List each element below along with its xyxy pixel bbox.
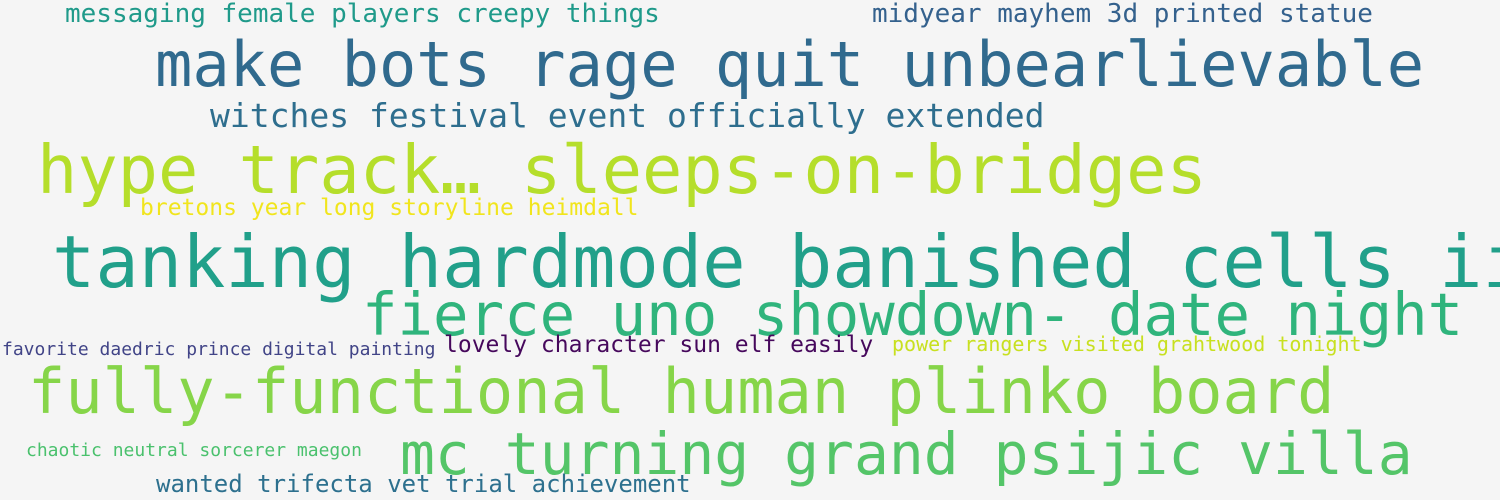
- cloud-word-6: bretons year long storyline heimdall: [140, 195, 639, 221]
- cloud-word-5: hype track… sleeps-on-bridges: [37, 131, 1207, 209]
- cloud-word-8: fierce uno showdown- date night: [362, 280, 1464, 349]
- cloud-word-10: lovely character sun elf easily: [444, 332, 874, 358]
- cloud-word-9: favorite daedric prince digital painting: [2, 339, 436, 360]
- cloud-word-12: fully-functional human plinko board: [28, 355, 1335, 428]
- cloud-word-13: chaotic neutral sorcerer maegon: [26, 440, 362, 461]
- cloud-word-11: power rangers visited grahtwood tonight: [892, 332, 1362, 356]
- cloud-word-3: make bots rage quit unbearlievable: [155, 28, 1425, 101]
- cloud-word-14: mc turning grand psijic villa: [400, 420, 1413, 488]
- cloud-word-4: witches festival event officially extend…: [210, 96, 1045, 135]
- cloud-word-1: messaging female players creepy things: [65, 0, 660, 29]
- cloud-word-15: wanted trifecta vet trial achievement: [156, 470, 691, 498]
- cloud-word-7: tanking hardmode banished cells ii: [52, 220, 1500, 304]
- cloud-word-2: midyear mayhem 3d printed statue: [872, 0, 1373, 29]
